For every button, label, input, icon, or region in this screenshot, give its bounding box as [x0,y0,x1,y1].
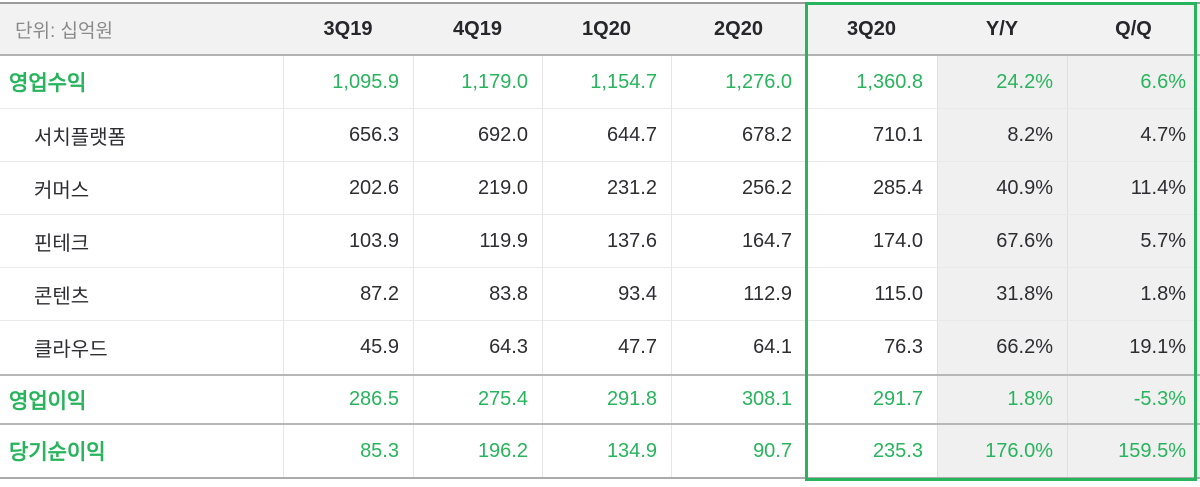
table-cell: 90.7 [671,425,806,477]
unit-label: 단위: 십억원 [15,20,113,42]
table-cell: 678.2 [671,109,806,161]
table-cell: 256.2 [671,162,806,214]
table-cell: 174.0 [806,215,937,267]
table-cell: 231.2 [542,162,671,214]
table-row-fintech: 핀테크 103.9 119.9 137.6 164.7 174.0 67.6% … [0,215,1200,268]
table-cell: 219.0 [413,162,542,214]
table-cell: 308.1 [671,376,806,423]
table-row-net-profit: 당기순이익 85.3 196.2 134.9 90.7 235.3 176.0%… [0,425,1200,479]
table-cell: 1,154.7 [542,56,671,108]
table-cell: 164.7 [671,215,806,267]
table-cell: 19.1% [1067,321,1200,374]
column-header-1q20: 1Q20 [582,17,631,40]
table-cell: 11.4% [1067,162,1200,214]
table-cell: 64.3 [413,321,542,374]
table-cell: 40.9% [937,162,1067,214]
row-label: 커머스 [34,179,90,202]
table-cell: 119.9 [413,215,542,267]
column-header-4q19: 4Q19 [453,17,502,40]
table-cell: 66.2% [937,321,1067,374]
table-cell: 692.0 [413,109,542,161]
table-cell: 134.9 [542,425,671,477]
table-cell: 1,360.8 [806,56,937,108]
table-cell: 112.9 [671,268,806,320]
table-cell: 103.9 [283,215,413,267]
table-cell: 85.3 [283,425,413,477]
column-header-3q20: 3Q20 [847,17,896,40]
table-cell: 291.8 [542,376,671,423]
table-row-operating-revenue: 영업수익 1,095.9 1,179.0 1,154.7 1,276.0 1,3… [0,56,1200,109]
table-cell: 176.0% [937,425,1067,477]
row-label: 서치플랫폼 [34,126,126,149]
table-cell: 644.7 [542,109,671,161]
table-cell: 1,095.9 [283,56,413,108]
table-cell: 285.4 [806,162,937,214]
table-cell: 1.8% [1067,268,1200,320]
table-cell: 8.2% [937,109,1067,161]
table-row-contents: 콘텐츠 87.2 83.8 93.4 112.9 115.0 31.8% 1.8… [0,268,1200,321]
table-cell: 24.2% [937,56,1067,108]
table-cell: -5.3% [1067,376,1200,423]
table-cell: 6.6% [1067,56,1200,108]
table-row-operating-profit: 영업이익 286.5 275.4 291.8 308.1 291.7 1.8% … [0,376,1200,425]
table-cell: 115.0 [806,268,937,320]
table-cell: 710.1 [806,109,937,161]
table-cell: 47.7 [542,321,671,374]
table-row-commerce: 커머스 202.6 219.0 231.2 256.2 285.4 40.9% … [0,162,1200,215]
table-cell: 1,179.0 [413,56,542,108]
row-label: 영업수익 [9,72,87,95]
table-row-cloud: 클라우드 45.9 64.3 47.7 64.1 76.3 66.2% 19.1… [0,321,1200,376]
table-cell: 137.6 [542,215,671,267]
table-cell: 87.2 [283,268,413,320]
column-header-qoq: Q/Q [1115,17,1152,40]
column-header-2q20: 2Q20 [714,17,763,40]
column-header-yoy: Y/Y [985,17,1019,40]
table-cell: 76.3 [806,321,937,374]
table-cell: 275.4 [413,376,542,423]
table-cell: 45.9 [283,321,413,374]
column-header-3q19: 3Q19 [323,17,373,40]
table-header-row: 단위: 십억원 3Q19 4Q19 1Q20 2Q20 3Q20 Y/Y Q/Q [0,4,1200,56]
row-label: 핀테크 [34,232,90,255]
table-cell: 5.7% [1067,215,1200,267]
table-cell: 67.6% [937,215,1067,267]
table-cell: 286.5 [283,376,413,423]
row-label: 당기순이익 [9,441,106,464]
table-cell: 64.1 [671,321,806,374]
table-cell: 291.7 [806,376,937,423]
table-cell: 4.7% [1067,109,1200,161]
table-cell: 202.6 [283,162,413,214]
quarterly-earnings-table: 단위: 십억원 3Q19 4Q19 1Q20 2Q20 3Q20 Y/Y Q/Q… [0,2,1200,479]
row-label: 클라우드 [34,339,108,361]
row-label: 영업이익 [9,389,87,413]
table-cell: 235.3 [806,425,937,477]
table-cell: 83.8 [413,268,542,320]
table-cell: 159.5% [1067,425,1200,477]
table-cell: 656.3 [283,109,413,161]
table-cell: 1,276.0 [671,56,806,108]
table-cell: 1.8% [937,376,1067,423]
table-row-search-platform: 서치플랫폼 656.3 692.0 644.7 678.2 710.1 8.2%… [0,109,1200,162]
row-label: 콘텐츠 [34,285,90,308]
table-cell: 93.4 [542,268,671,320]
table-cell: 196.2 [413,425,542,477]
table-cell: 31.8% [937,268,1067,320]
